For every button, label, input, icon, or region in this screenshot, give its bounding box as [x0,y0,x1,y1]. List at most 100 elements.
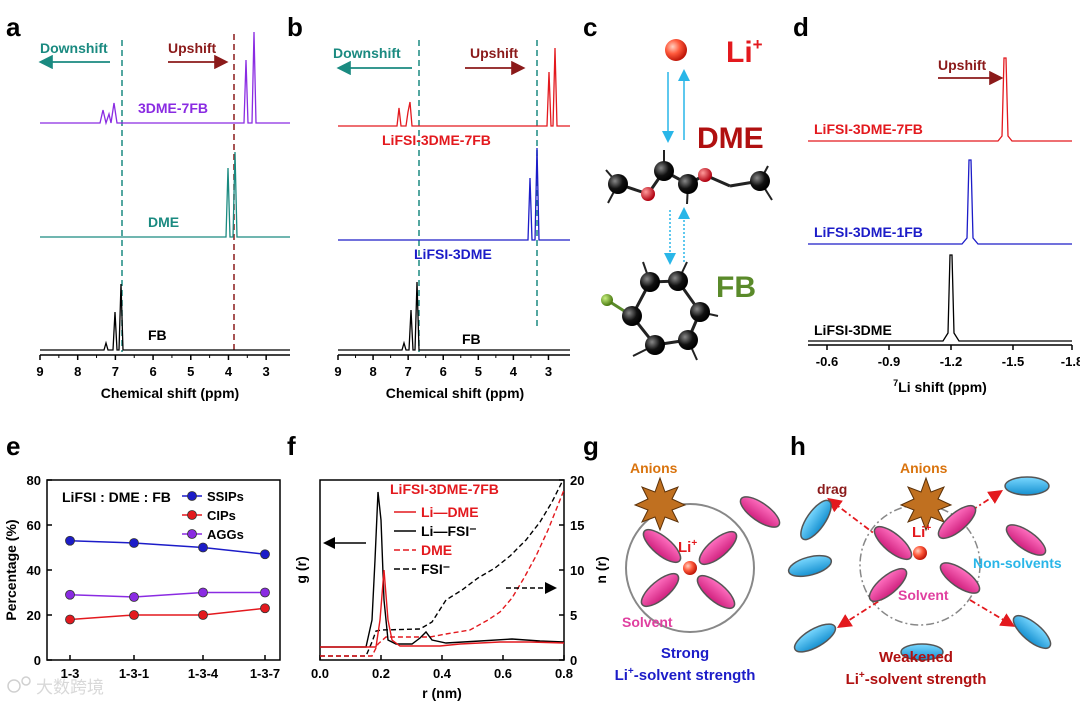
y-tick-label: 0 [34,653,41,668]
x-tick-label: 0.8 [555,666,573,681]
series-line-cips [69,607,266,621]
y-tick-label: 20 [27,608,41,623]
panel-d-xlabel: 7Li shift (ppm) [893,378,987,395]
trace-d-1fb [808,159,1072,245]
panel-d-upshift-label: Upshift [938,57,987,73]
data-point [65,589,75,600]
legend-marker [187,491,197,501]
anions-label-g: Anions [630,460,678,476]
dme-atom [678,174,698,194]
legend-marker [187,510,197,520]
drag-arrow [959,490,1004,519]
x-tick-label: 1-3-4 [188,666,219,681]
solvent-ellipse [642,528,682,564]
anions-label-h: Anions [900,460,948,476]
data-point [198,610,208,620]
curve-li-fsi-g [320,491,565,648]
x-tick-label: -1.5 [1002,354,1024,369]
legend-label: SSIPs [207,489,244,504]
li-sphere-g [683,561,697,575]
caption-g-line2: Li+-solvent strength [615,666,756,684]
y2-tick-label: 20 [570,473,584,488]
watermark-logo [7,679,21,693]
panel-d-li-nmr: -0.6 -0.9 -1.2 -1.5 -1.8 7Li shift (ppm) Ups… [808,57,1080,395]
panel-b-nmr: 9 8 7 6 5 4 3 Chemical shift (ppm) Downshift U… [333,40,570,401]
solvent-ellipse [698,530,738,566]
dme-atom [750,171,770,191]
legend-label: AGGs [207,527,244,542]
x-tick-label: 0.0 [311,666,329,681]
panel-a-downshift-label: Downshift [40,40,108,56]
watermark: 大数跨境 [7,676,104,697]
data-point [260,587,270,598]
x-tick-label: 6 [149,364,156,379]
panel-a-upshift-label: Upshift [168,40,217,56]
trace-3dme-7fb [40,31,290,126]
panel-letter-a: a [6,12,21,42]
fb-fluorine [601,294,613,306]
panel-d-ticks: -0.6 -0.9 -1.2 -1.5 -1.8 [816,345,1080,369]
data-point [198,587,208,598]
x-tick-label: 5 [187,364,194,379]
trace-d-7fb [808,57,1072,142]
panel-letter-b: b [287,12,303,42]
data-point [198,542,208,553]
data-point [65,535,75,546]
legend-label: Li—DME [421,504,479,520]
legend-label: Li—FSI⁻ [421,523,477,539]
label-d-7fb: LiFSI-3DME-7FB [814,121,923,137]
solvent-ellipse [937,504,977,540]
anion-star-g [633,476,687,532]
legend-marker [187,529,197,539]
label-lifsi-3dme-b: LiFSI-3DME [414,246,492,262]
solvation-shell-h [859,504,981,626]
panel-e-ylabel: Percentage (%) [3,519,19,620]
panel-e-frame [46,479,281,661]
drag-label-h: drag [817,481,847,497]
panel-f-axes: 0.0 0.2 0.4 0.6 0.80 5 10 15 20 [311,473,585,681]
trace-fb [40,283,290,351]
li-sphere-h [913,546,927,560]
data-point [260,549,270,560]
panel-letter-e: e [6,431,20,461]
panel-a-ticks: 9 8 7 6 5 4 3 [36,355,270,379]
panel-g-schematic: Anions Li+ Solvent Strong Li+-solvent st… [615,460,781,684]
curve-dme-n [320,489,565,657]
legend-label: FSI⁻ [421,561,450,577]
non-solvent-ellipse [800,499,832,541]
anion-star-h [899,476,953,532]
trace-lifsi-3dme-7fb [338,47,570,127]
fb-atom [678,330,698,350]
li-label-h: Li+ [912,523,931,541]
non-solvents-label: Non-solvents [973,555,1062,571]
x-tick-label: -1.8 [1061,354,1080,369]
solvent-ellipse [640,572,680,608]
drag-arrow [827,497,881,539]
label-fb-b: FB [462,331,481,347]
panel-b-downshift-label: Downshift [333,45,401,61]
caption-g-line1: Strong [661,645,709,662]
panel-h-schematic: Anions drag Li+ Solvent Non-solvents Wea… [787,460,1062,688]
panel-f-ylabel2: n (r) [593,556,609,583]
label-d-3dme: LiFSI-3DME [814,322,892,338]
y2-tick-label: 5 [570,608,577,623]
x-tick-label: 3 [263,364,270,379]
solvent-ellipse [1005,524,1047,556]
watermark-text: 大数跨境 [36,678,104,697]
panel-letter-c: c [583,12,597,42]
panel-a-nmr: 9 8 7 6 5 4 3 Chemical shift (ppm) Downshift U… [36,31,290,401]
data-point [260,603,270,614]
x-tick-label: 8 [74,364,81,379]
panel-b-xlabel: Chemical shift (ppm) [386,385,524,401]
x-tick-label: 3 [545,364,552,379]
x-tick-label: 1-3 [61,666,80,681]
data-point [129,592,139,602]
solvent-ellipse [696,574,736,610]
y-tick-label: 80 [27,473,41,488]
solvent-label-h: Solvent [898,587,949,603]
li-label-g: Li+ [678,538,697,556]
panel-e-series [65,535,270,625]
x-tick-label: -0.9 [878,354,900,369]
data-point [129,538,139,548]
x-tick-label: 7 [112,364,119,379]
